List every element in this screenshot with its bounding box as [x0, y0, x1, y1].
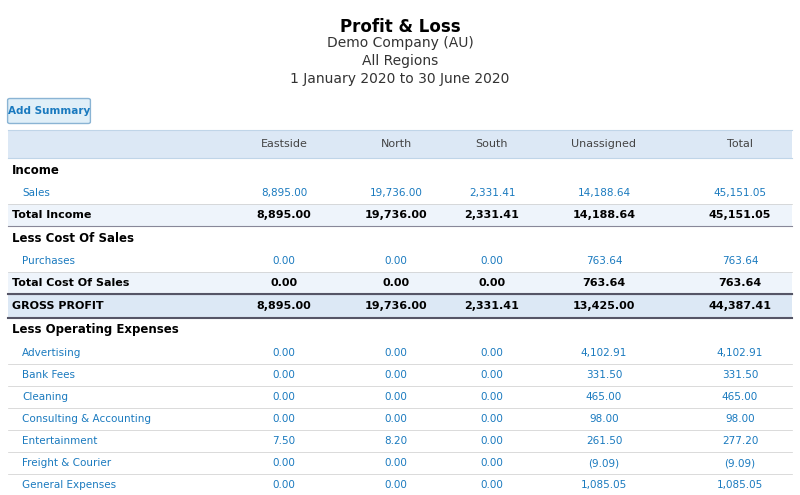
- Text: 0.00: 0.00: [273, 370, 295, 380]
- Text: Cleaning: Cleaning: [22, 392, 69, 402]
- Text: Income: Income: [12, 163, 60, 177]
- Text: 763.64: 763.64: [586, 256, 622, 266]
- Text: 0.00: 0.00: [385, 256, 407, 266]
- Text: 0.00: 0.00: [273, 480, 295, 490]
- Bar: [8, 272, 792, 294]
- Text: 8.20: 8.20: [385, 436, 407, 446]
- Text: 4,102.91: 4,102.91: [717, 348, 763, 358]
- Text: 0.00: 0.00: [481, 348, 503, 358]
- Text: 0.00: 0.00: [481, 256, 503, 266]
- Text: 0.00: 0.00: [273, 414, 295, 424]
- Text: 763.64: 763.64: [718, 278, 762, 288]
- Bar: [8, 130, 792, 158]
- Text: 8,895.00: 8,895.00: [257, 210, 311, 220]
- Text: Unassigned: Unassigned: [571, 139, 637, 149]
- Bar: [8, 430, 792, 452]
- Text: Less Operating Expenses: Less Operating Expenses: [12, 324, 178, 337]
- Text: 331.50: 331.50: [586, 370, 622, 380]
- Text: Less Cost Of Sales: Less Cost Of Sales: [12, 232, 134, 245]
- Bar: [8, 364, 792, 386]
- Text: 0.00: 0.00: [481, 480, 503, 490]
- FancyBboxPatch shape: [8, 99, 90, 123]
- Text: North: North: [380, 139, 412, 149]
- Text: 0.00: 0.00: [273, 392, 295, 402]
- Text: (9.09): (9.09): [589, 458, 619, 468]
- Text: Total Income: Total Income: [12, 210, 91, 220]
- Text: 13,425.00: 13,425.00: [573, 301, 635, 311]
- Text: Demo Company (AU): Demo Company (AU): [326, 36, 474, 50]
- Text: 19,736.00: 19,736.00: [365, 210, 427, 220]
- Text: 0.00: 0.00: [382, 278, 410, 288]
- Text: General Expenses: General Expenses: [22, 480, 117, 490]
- Text: 1,085.05: 1,085.05: [581, 480, 627, 490]
- Text: 7.50: 7.50: [273, 436, 295, 446]
- Text: Profit & Loss: Profit & Loss: [340, 18, 460, 36]
- Text: 4,102.91: 4,102.91: [581, 348, 627, 358]
- Text: 0.00: 0.00: [273, 256, 295, 266]
- Text: 0.00: 0.00: [481, 436, 503, 446]
- Text: 0.00: 0.00: [273, 348, 295, 358]
- Text: 0.00: 0.00: [481, 392, 503, 402]
- Bar: [8, 182, 792, 204]
- Text: 14,188.64: 14,188.64: [573, 210, 635, 220]
- Text: 19,736.00: 19,736.00: [370, 188, 422, 198]
- Text: 1 January 2020 to 30 June 2020: 1 January 2020 to 30 June 2020: [290, 72, 510, 86]
- Text: 0.00: 0.00: [481, 370, 503, 380]
- Text: 465.00: 465.00: [586, 392, 622, 402]
- Bar: [8, 294, 792, 318]
- Text: 1,085.05: 1,085.05: [717, 480, 763, 490]
- Text: Entertainment: Entertainment: [22, 436, 98, 446]
- Bar: [8, 386, 792, 408]
- Text: 0.00: 0.00: [385, 480, 407, 490]
- Text: 763.64: 763.64: [722, 256, 758, 266]
- Text: Purchases: Purchases: [22, 256, 75, 266]
- Text: 14,188.64: 14,188.64: [578, 188, 630, 198]
- Text: 2,331.41: 2,331.41: [465, 301, 519, 311]
- Text: Freight & Courier: Freight & Courier: [22, 458, 111, 468]
- Text: 2,331.41: 2,331.41: [465, 210, 519, 220]
- Text: Sales: Sales: [22, 188, 50, 198]
- Text: GROSS PROFIT: GROSS PROFIT: [12, 301, 104, 311]
- Text: Total Cost Of Sales: Total Cost Of Sales: [12, 278, 130, 288]
- Text: Eastside: Eastside: [261, 139, 307, 149]
- Text: 0.00: 0.00: [385, 458, 407, 468]
- Text: All Regions: All Regions: [362, 54, 438, 68]
- Bar: [8, 250, 792, 272]
- Text: 2,331.41: 2,331.41: [469, 188, 515, 198]
- Text: 0.00: 0.00: [273, 458, 295, 468]
- Text: 277.20: 277.20: [722, 436, 758, 446]
- Bar: [8, 474, 792, 495]
- Bar: [8, 408, 792, 430]
- Text: Bank Fees: Bank Fees: [22, 370, 75, 380]
- Bar: [8, 452, 792, 474]
- Bar: [8, 204, 792, 226]
- Text: 261.50: 261.50: [586, 436, 622, 446]
- Text: 0.00: 0.00: [385, 348, 407, 358]
- Text: 0.00: 0.00: [478, 278, 506, 288]
- Text: South: South: [476, 139, 508, 149]
- Text: 19,736.00: 19,736.00: [365, 301, 427, 311]
- Text: 763.64: 763.64: [582, 278, 626, 288]
- Text: 0.00: 0.00: [385, 370, 407, 380]
- Text: 331.50: 331.50: [722, 370, 758, 380]
- Text: 44,387.41: 44,387.41: [709, 301, 771, 311]
- Text: Advertising: Advertising: [22, 348, 82, 358]
- Text: 0.00: 0.00: [270, 278, 298, 288]
- Text: 465.00: 465.00: [722, 392, 758, 402]
- Text: 0.00: 0.00: [385, 392, 407, 402]
- Text: Total: Total: [727, 139, 753, 149]
- Text: 98.00: 98.00: [725, 414, 755, 424]
- Text: (9.09): (9.09): [725, 458, 755, 468]
- Text: 98.00: 98.00: [589, 414, 619, 424]
- Text: 0.00: 0.00: [481, 414, 503, 424]
- Text: Add Summary: Add Summary: [8, 106, 90, 116]
- Text: 8,895.00: 8,895.00: [261, 188, 307, 198]
- Text: Consulting & Accounting: Consulting & Accounting: [22, 414, 151, 424]
- Text: 0.00: 0.00: [481, 458, 503, 468]
- Bar: [8, 342, 792, 364]
- Text: 0.00: 0.00: [385, 414, 407, 424]
- Text: 8,895.00: 8,895.00: [257, 301, 311, 311]
- Text: 45,151.05: 45,151.05: [709, 210, 771, 220]
- Text: 45,151.05: 45,151.05: [714, 188, 766, 198]
